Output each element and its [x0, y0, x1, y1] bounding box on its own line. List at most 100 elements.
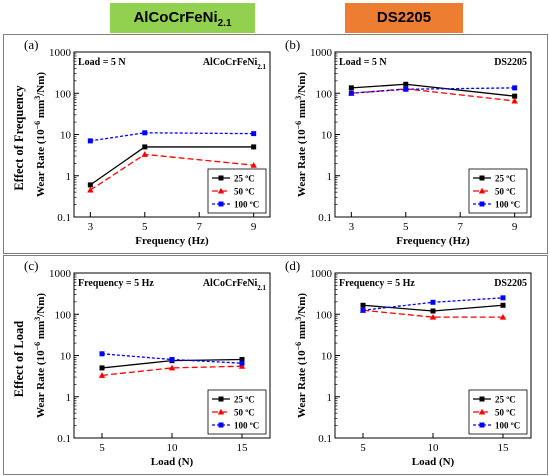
chart-b-alloy-label: DS2205	[494, 57, 527, 68]
chart-a-ylabel: Wear Rate (10−6 mm3/Nm)	[33, 72, 48, 197]
chart-d-legend-marker-3	[479, 422, 485, 428]
chart-b-ylabel-sup2: 3	[294, 96, 303, 100]
chart-b-panel-label: (b)	[285, 37, 300, 52]
chart-d-xtick-label: 10	[428, 442, 440, 454]
chart-a-xtick-label: 3	[88, 221, 94, 233]
header-right-text: DS2205	[376, 9, 432, 26]
chart-a-point-s3-3	[251, 131, 257, 137]
chart-a-point-s3-2	[142, 130, 148, 136]
chart-c: (c) 0.1 1 10 100 1000 5 10 15 Load (N) Wear Rate (…	[24, 258, 271, 468]
chart-a-ytick-label: 100	[55, 88, 72, 100]
chart-b-ylabel-c: /Nm)	[296, 72, 308, 97]
chart-b-ytick-label: 1	[327, 171, 333, 183]
chart-c-point-s2-3	[238, 363, 246, 369]
chart-a-legend-marker-1	[218, 175, 224, 181]
chart-a-ytick-label: 1000	[49, 47, 72, 59]
chart-b-xtick-label: 3	[349, 221, 355, 233]
chart-d: (d) 0.1 1 10 100 1000 5 10 15 Load (N) Wear Rate (…	[285, 258, 532, 468]
chart-a-ytick-label: 10	[60, 130, 72, 142]
chart-b-xtick-label: 9	[512, 221, 518, 233]
chart-b-ylabel-b: mm	[296, 100, 308, 121]
chart-c-ytick-label: 1000	[49, 268, 72, 280]
chart-c-series-line-2	[101, 365, 243, 377]
chart-c-legend-box	[207, 389, 267, 435]
chart-d-ytick-label: 10	[321, 351, 333, 363]
chart-b-series-line-1	[351, 83, 515, 97]
chart-a-point-s2-3	[250, 162, 257, 168]
chart-c-xtick-label: 10	[167, 442, 179, 454]
chart-a-ytick-label: 1	[66, 171, 72, 183]
chart-c-ytick-label: 10	[60, 351, 72, 363]
chart-d-ylabel: Wear Rate (10−6 mm3/Nm)	[294, 293, 309, 418]
chart-a-ylabel-b: mm	[35, 100, 47, 121]
chart-b-ytick-label: 1000	[310, 47, 333, 59]
header-left-text: AlCoCrFeNi	[133, 9, 218, 26]
chart-b-point-s3-2	[403, 86, 409, 92]
chart-b-point-s3-1	[348, 90, 354, 96]
chart-b-xlabel: Frequency (Hz)	[396, 235, 470, 247]
chart-a-alloy-label: AlCoCrFeNi2.1	[203, 57, 267, 71]
chart-d-alloy-label: DS2205	[494, 278, 527, 289]
chart-a-legend-marker-2	[217, 187, 225, 194]
chart-b-legend-label-2: 50 ºC	[495, 187, 516, 197]
chart-c-legend-label-2: 50 ºC	[234, 408, 255, 418]
chart-b-point-s1-2	[403, 81, 409, 87]
chart-b: (b) 0.1 1 10 100 1000 3 5 7 9 Frequency (Hz) Wear R…	[285, 37, 532, 247]
chart-d-point-s1-1	[360, 302, 366, 308]
chart-c-alloy-sub: 2.1	[257, 284, 266, 292]
chart-a-alloy-sub: 2.1	[257, 63, 266, 71]
chart-c-xtick-label: 15	[237, 442, 249, 454]
chart-c-point-s1-3	[239, 356, 245, 362]
chart-d-point-s3-2	[430, 299, 436, 305]
chart-a-point-s2-2	[141, 151, 148, 157]
chart-d-xlabel: Load (N)	[412, 456, 455, 468]
chart-d-ylabel-a: Wear Rate (10	[296, 350, 308, 418]
chart-d-series-line-2	[362, 309, 503, 318]
chart-c-annotation: Frequency = 5 Hz	[78, 278, 154, 289]
chart-d-legend-marker-1	[479, 396, 485, 402]
chart-b-point-s1-3	[512, 93, 518, 99]
chart-d-point-s3-1	[360, 307, 366, 313]
header-left-sub: 2.1	[217, 18, 232, 29]
chart-c-ylabel: Wear Rate (10−6 mm3/Nm)	[33, 293, 48, 418]
chart-b-legend-marker-3	[479, 201, 485, 207]
chart-c-point-s3-1	[99, 351, 105, 357]
chart-c-legend-marker-2	[217, 408, 225, 415]
chart-d-ylabel-b: mm	[296, 321, 308, 342]
chart-d-ylabel-sup1: −6	[294, 342, 303, 351]
chart-c-panel-label: (c)	[24, 258, 38, 273]
chart-c-point-s3-3	[239, 360, 245, 366]
chart-d-ytick-label: 100	[316, 309, 333, 321]
chart-a-series-line-3	[90, 132, 254, 142]
chart-d-ytick-label: 1	[327, 392, 333, 404]
chart-a-xlabel: Frequency (Hz)	[135, 235, 209, 247]
chart-d-legend-marker-2	[478, 408, 486, 415]
chart-a-legend-label-2: 50 ºC	[234, 187, 255, 197]
chart-c-ytick-label: 0.1	[57, 433, 71, 445]
chart-a-xtick-label: 9	[251, 221, 257, 233]
chart-d-annotation: Frequency = 5 Hz	[339, 278, 415, 289]
chart-d-xtick-label: 15	[498, 442, 510, 454]
chart-a: (a) 0.1 1 10 100 1000 3 5 7 9 Frequency (Hz) Wear R…	[24, 37, 271, 247]
chart-b-annotation: Load = 5 N	[339, 57, 387, 68]
chart-c-xlabel: Load (N)	[151, 456, 194, 468]
header-left: AlCoCrFeNi2.1	[110, 3, 255, 33]
chart-d-ytick-label: 0.1	[318, 433, 332, 445]
chart-a-point-s1-1	[87, 182, 93, 188]
chart-c-ylabel-c: /Nm)	[35, 293, 47, 318]
chart-b-series-line-3	[351, 87, 515, 94]
chart-a-ylabel-c: /Nm)	[35, 72, 47, 97]
chart-d-panel-label: (d)	[285, 258, 300, 273]
chart-b-ytick-label: 10	[321, 130, 333, 142]
chart-a-annotation: Load = 5 N	[78, 57, 126, 68]
chart-a-xtick-label: 5	[142, 221, 148, 233]
chart-b-alloy-name: DS2205	[494, 57, 527, 68]
chart-a-ylabel-a: Wear Rate (10	[35, 129, 47, 197]
chart-a-point-s1-3	[251, 144, 257, 150]
chart-b-legend-marker-1	[479, 175, 485, 181]
chart-c-legend-label-3: 100 ºC	[234, 421, 259, 431]
chart-c-point-s3-2	[169, 356, 175, 362]
chart-b-legend-label-1: 25 ºC	[495, 174, 516, 184]
chart-c-ylabel-sup1: −6	[33, 342, 42, 351]
